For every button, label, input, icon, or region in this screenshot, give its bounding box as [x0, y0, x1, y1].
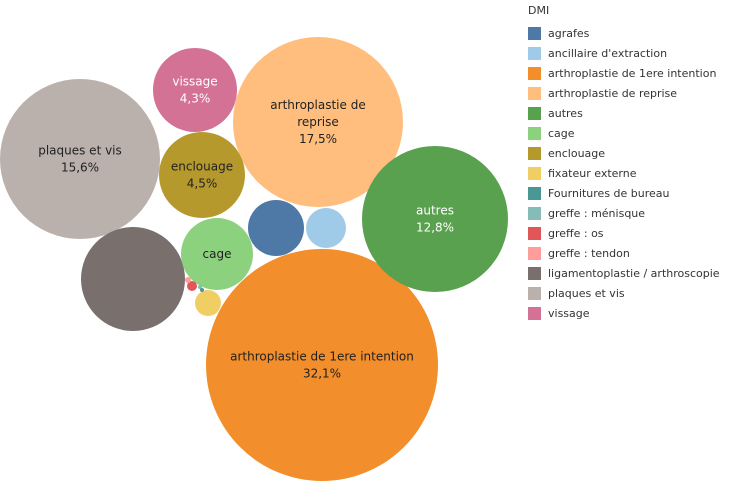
bubble-circle[interactable]: [187, 281, 197, 291]
bubble-circle[interactable]: [81, 227, 185, 331]
legend-swatch: [528, 106, 541, 120]
bubble-plaques-et-vis[interactable]: plaques et vis 15,6%: [0, 79, 160, 239]
bubble-name-label: vissage: [172, 75, 217, 89]
legend-label: fixateur externe: [548, 166, 637, 180]
bubble-circle[interactable]: [198, 285, 202, 289]
legend-swatch: [528, 126, 541, 140]
bubble-percent-label: 12,8%: [416, 221, 454, 235]
legend-label: arthroplastie de 1ere intention: [548, 66, 717, 80]
legend-item-vissage[interactable]: vissage: [528, 303, 728, 323]
bubble-circle[interactable]: [362, 146, 508, 292]
legend-swatch: [528, 266, 541, 280]
bubble-percent-label: 17,5%: [299, 132, 337, 146]
legend-item-agrafes[interactable]: agrafes: [528, 23, 728, 43]
legend-label: plaques et vis: [548, 286, 625, 300]
legend-swatch: [528, 246, 541, 260]
legend-swatch: [528, 206, 541, 220]
legend-label: ancillaire d'extraction: [548, 46, 668, 60]
legend-item-fournitures-de-bureau[interactable]: Fournitures de bureau: [528, 183, 728, 203]
legend-swatch: [528, 46, 541, 60]
legend-item-autres[interactable]: autres: [528, 103, 728, 123]
bubble-circle[interactable]: [306, 208, 346, 248]
bubble-circle[interactable]: [206, 249, 438, 481]
bubble-circle[interactable]: [185, 277, 191, 283]
legend-label: agrafes: [548, 26, 590, 40]
bubble-percent-label: 4,3%: [180, 92, 211, 106]
bubble-name-label: arthroplastie de: [270, 98, 365, 112]
legend-label: enclouage: [548, 146, 606, 160]
legend-label: autres: [548, 106, 583, 120]
bubble-percent-label: 4,5%: [187, 177, 218, 191]
bubble-fixateur-externe[interactable]: [195, 290, 221, 316]
legend-swatch: [528, 26, 541, 40]
bubble-ancillaire-d-extraction[interactable]: [306, 208, 346, 248]
legend-item-ancillaire-d-extraction[interactable]: ancillaire d'extraction: [528, 43, 728, 63]
legend-label: cage: [548, 126, 575, 140]
bubble-chart: arthroplastie de 1ere intention32,1%arth…: [0, 37, 508, 481]
bubble-fournitures-de-bureau[interactable]: [200, 288, 204, 292]
legend-item-ligamentoplastie-arthroscopie[interactable]: ligamentoplastie / arthroscopie: [528, 263, 728, 283]
legend-swatch: [528, 166, 541, 180]
legend-item-arthroplastie-de-1ere-intention[interactable]: arthroplastie de 1ere intention: [528, 63, 728, 83]
legend-item-greffe-tendon[interactable]: greffe : tendon: [528, 243, 728, 263]
legend-swatch: [528, 306, 541, 320]
bubble-greffe-tendon[interactable]: [185, 277, 191, 283]
bubble-percent-label: 15,6%: [61, 161, 99, 175]
legend-label: ligamentoplastie / arthroscopie: [548, 266, 720, 280]
bubble-circle[interactable]: [0, 79, 160, 239]
bubble-cage[interactable]: cage: [181, 218, 253, 290]
bubble-circle[interactable]: [233, 37, 403, 207]
bubble-enclouage[interactable]: enclouage 4,5%: [159, 132, 245, 218]
legend: DMI agrafes ancillaire d'extraction arthro…: [528, 4, 728, 323]
legend-title: DMI: [528, 4, 550, 17]
legend-label: vissage: [548, 306, 590, 320]
legend-swatch: [528, 226, 541, 240]
bubble-circle[interactable]: [195, 290, 221, 316]
bubble-name-label: reprise: [297, 115, 339, 129]
bubble-ligamentoplastie-arthroscopie[interactable]: [81, 227, 185, 331]
bubble-agrafes[interactable]: [248, 200, 304, 256]
bubble-name-label: autres: [416, 204, 454, 218]
legend-item-greffe-menisque[interactable]: greffe : ménisque: [528, 203, 728, 223]
legend-swatch: [528, 146, 541, 160]
bubble-name-label: enclouage: [171, 160, 233, 174]
bubble-greffe-menisque[interactable]: [198, 285, 202, 289]
bubble-arthroplastie-de-reprise[interactable]: arthroplastie de reprise 17,5%: [233, 37, 403, 207]
bubble-name-label: arthroplastie de 1ere intention: [230, 350, 414, 364]
bubble-percent-label: 32,1%: [303, 367, 341, 381]
bubble-circle[interactable]: [248, 200, 304, 256]
bubble-circle[interactable]: [159, 132, 245, 218]
legend-item-cage[interactable]: cage: [528, 123, 728, 143]
bubble-vissage[interactable]: vissage 4,3%: [153, 48, 237, 132]
legend-item-arthroplastie-de-reprise[interactable]: arthroplastie de reprise: [528, 83, 728, 103]
bubble-circle[interactable]: [153, 48, 237, 132]
legend-label: greffe : os: [548, 226, 604, 240]
bubble-name-label: plaques et vis: [38, 144, 122, 158]
legend-item-plaques-et-vis[interactable]: plaques et vis: [528, 283, 728, 303]
bubble-autres[interactable]: autres 12,8%: [362, 146, 508, 292]
legend-label: arthroplastie de reprise: [548, 86, 678, 100]
legend-item-enclouage[interactable]: enclouage: [528, 143, 728, 163]
bubble-greffe-os[interactable]: [187, 281, 197, 291]
bubble-circle[interactable]: [200, 288, 204, 292]
bubble-name-label: cage: [203, 247, 232, 261]
legend-swatch: [528, 186, 541, 200]
legend-item-greffe-os[interactable]: greffe : os: [528, 223, 728, 243]
legend-label: Fournitures de bureau: [548, 186, 670, 200]
bubble-circle[interactable]: [181, 218, 253, 290]
legend-items: agrafes ancillaire d'extraction arthroplas…: [528, 23, 728, 323]
legend-swatch: [528, 66, 541, 80]
legend-label: greffe : tendon: [548, 246, 630, 260]
legend-swatch: [528, 286, 541, 300]
legend-label: greffe : ménisque: [548, 206, 646, 220]
legend-swatch: [528, 86, 541, 100]
bubble-arthroplastie-de-1ere-intention[interactable]: arthroplastie de 1ere intention 32,1%: [206, 249, 438, 481]
legend-item-fixateur-externe[interactable]: fixateur externe: [528, 163, 728, 183]
